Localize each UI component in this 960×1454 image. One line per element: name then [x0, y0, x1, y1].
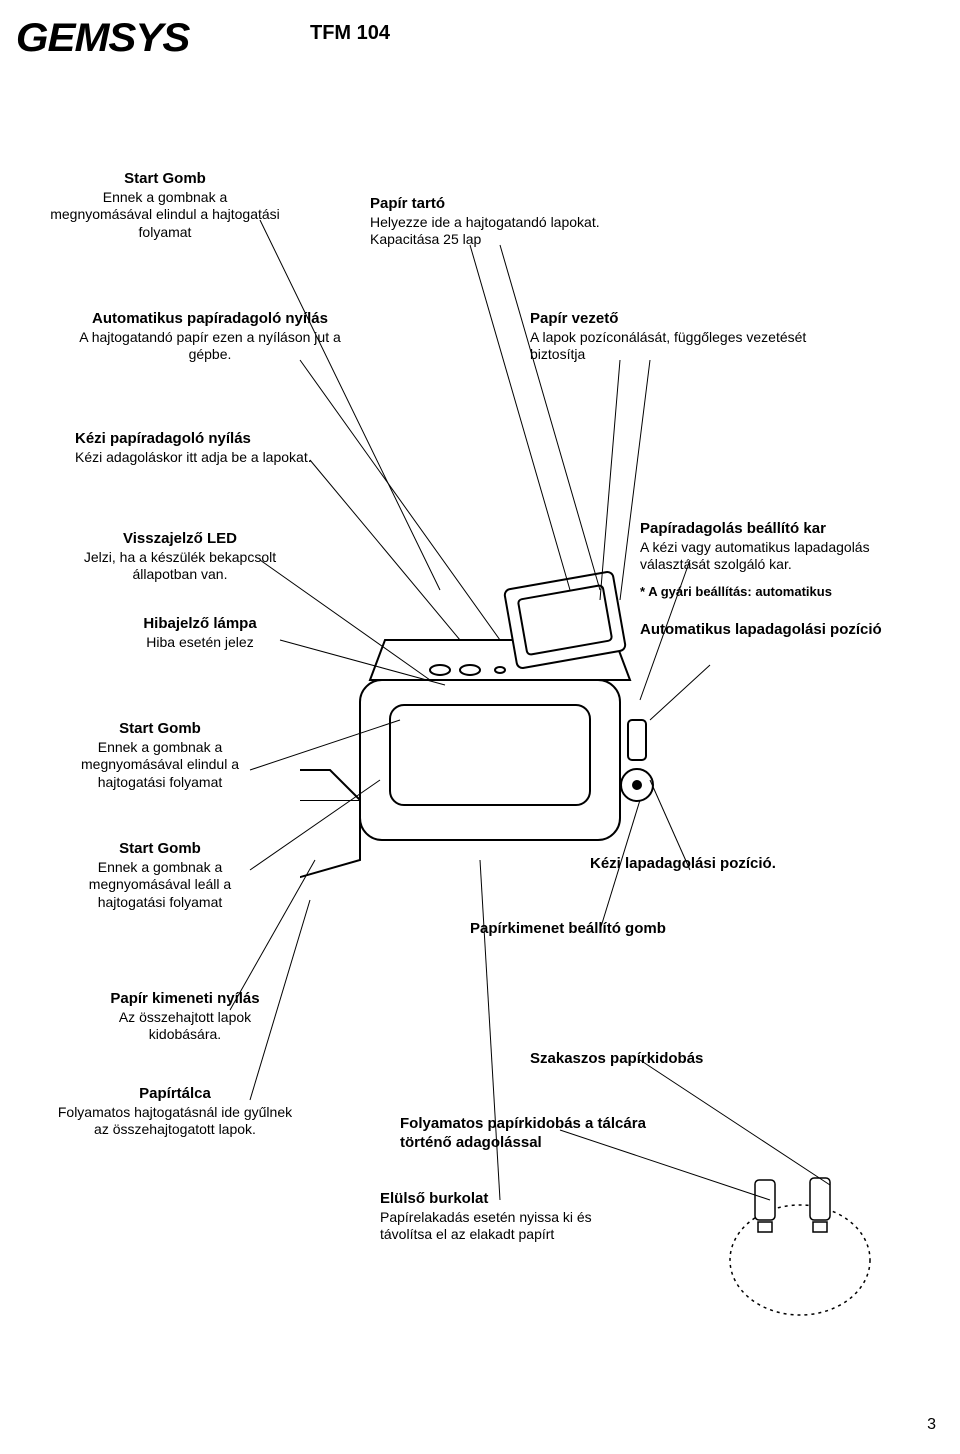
callout-title: Hibajelző lámpa — [110, 615, 290, 634]
callout-title: Start Gomb — [55, 720, 265, 739]
callout-start-top: Start Gomb Ennek a gombnak a megnyomásáv… — [50, 170, 280, 241]
callout-title: Visszajelző LED — [80, 530, 280, 549]
callout-tray: Papírtálca Folyamatos hajtogatásnál ide … — [55, 1085, 295, 1139]
callout-desc: Kézi adagoláskor itt adja be a lapokat. — [75, 449, 355, 467]
callout-desc: A hajtogatandó papír ezen a nyíláson jut… — [75, 329, 345, 364]
callout-feed-lever: Papíradagolás beállító kar A kézi vagy a… — [640, 520, 940, 640]
callout-title: Papírtálca — [55, 1085, 295, 1104]
callout-desc: Ennek a gombnak a megnyomásával elindul … — [55, 739, 265, 792]
callout-title: Folyamatos papírkidobás a tálcára történ… — [400, 1115, 660, 1153]
callout-title: Kézi papíradagoló nyílás — [75, 430, 355, 449]
callout-desc: Helyezze ide a hajtogatandó lapokat. Kap… — [370, 214, 670, 249]
callout-manual-pos: Kézi lapadagolási pozíció. — [590, 855, 850, 874]
callout-title: Papír vezető — [530, 310, 810, 329]
callout-desc: Hiba esetén jelez — [110, 634, 290, 652]
callout-manual-feed-slot: Kézi papíradagoló nyílás Kézi adagolásko… — [75, 430, 355, 466]
callout-title: Papírkimenet beállító gomb — [470, 920, 730, 939]
callout-desc: Folyamatos hajtogatásnál ide gyűlnek az … — [55, 1104, 295, 1139]
callout-title: Elülső burkolat — [380, 1190, 640, 1209]
callout-continuous-eject: Folyamatos papírkidobás a tálcára történ… — [400, 1115, 660, 1153]
callout-error-lamp: Hibajelző lámpa Hiba esetén jelez — [110, 615, 290, 651]
callout-desc: Az összehajtott lapok kidobására. — [85, 1009, 285, 1044]
callout-note: * A gyári beállítás: automatikus — [640, 584, 940, 599]
callout-front-cover: Elülső burkolat Papírelakadás esetén nyi… — [380, 1190, 640, 1244]
callout-title: Papíradagolás beállító kar — [640, 520, 940, 539]
callout-paper-guide: Papír vezető A lapok pozíconálását, függ… — [530, 310, 810, 364]
manual-page: GEMSYS TFM 104 — [0, 0, 960, 1454]
callout-feedback-led: Visszajelző LED Jelzi, ha a készülék bek… — [80, 530, 280, 584]
callout-desc: Papírelakadás esetén nyissa ki és távolí… — [380, 1209, 640, 1244]
callout-title: Start Gomb — [50, 170, 280, 189]
callout-start-mid: Start Gomb Ennek a gombnak a megnyomásáv… — [55, 720, 265, 791]
knob-detail-illustration — [700, 1170, 880, 1320]
callout-title: Papír tartó — [370, 195, 670, 214]
page-number: 3 — [927, 1416, 936, 1434]
callout-paper-holder: Papír tartó Helyezze ide a hajtogatandó … — [370, 195, 670, 249]
callout-stop-button: Start Gomb Ennek a gombnak a megnyomásáv… — [55, 840, 265, 911]
callout-desc: Jelzi, ha a készülék bekapcsolt állapotb… — [80, 549, 280, 584]
callout-output-slot: Papír kimeneti nyílás Az összehajtott la… — [85, 990, 285, 1044]
callout-batch-eject: Szakaszos papírkidobás — [530, 1050, 790, 1069]
callout-desc: A kézi vagy automatikus lapadagolás vála… — [640, 539, 940, 574]
callout-desc: Ennek a gombnak a megnyomásával leáll a … — [55, 859, 265, 912]
callout-desc: Ennek a gombnak a megnyomásával elindul … — [50, 189, 280, 242]
callout-desc: A lapok pozíconálását, függőleges vezeté… — [530, 329, 810, 364]
callout-title: Automatikus papíradagoló nyílás — [75, 310, 345, 329]
callout-title: Kézi lapadagolási pozíció. — [590, 855, 850, 874]
model-number: TFM 104 — [310, 22, 390, 45]
callout-title: Papír kimeneti nyílás — [85, 990, 285, 1009]
callout-auto-feed-slot: Automatikus papíradagoló nyílás A hajtog… — [75, 310, 345, 364]
callout-auto-pos: Automatikus lapadagolási pozíció — [640, 621, 940, 640]
brand-logo: GEMSYS — [16, 18, 189, 58]
callout-output-knob: Papírkimenet beállító gomb — [470, 920, 730, 939]
callout-title: Szakaszos papírkidobás — [530, 1050, 790, 1069]
callout-title: Start Gomb — [55, 840, 265, 859]
